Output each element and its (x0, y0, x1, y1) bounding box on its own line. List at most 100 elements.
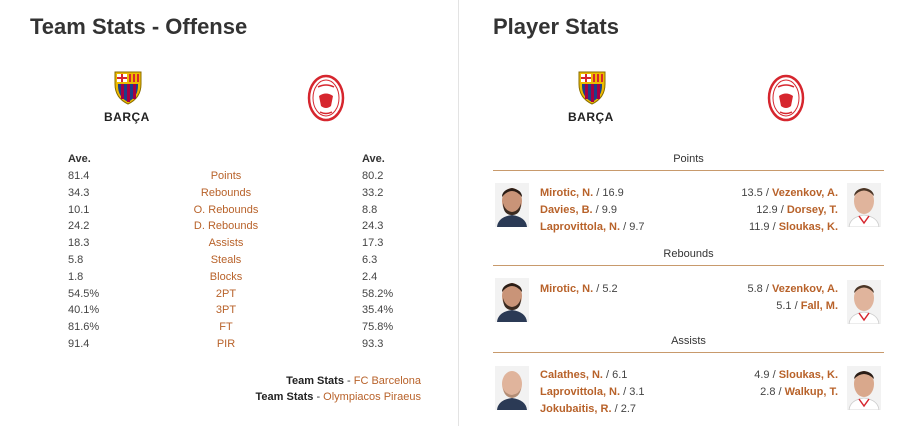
home-stat-value: 91.4 (68, 338, 90, 350)
away-stat-value: 24.3 (362, 220, 384, 232)
section-assists-header: Assists (671, 335, 706, 347)
player-value: / 9.7 (620, 221, 645, 233)
stat-label: Blocks (209, 271, 243, 283)
olympiacos-crest-icon (307, 74, 345, 122)
player-name: Dorsey, T. (786, 204, 838, 216)
points-away-player-2[interactable]: 12.9 / Dorsey, T. (756, 204, 838, 216)
player-photo-mirotic-icon (495, 183, 529, 227)
player-name: Vezenkov, A. (771, 283, 838, 295)
team-stats-link-home[interactable]: Team Stats - FC Barcelona (286, 375, 421, 387)
stat-label: Steals (210, 254, 242, 266)
points-away-player-3[interactable]: 11.9 / Sloukas, K. (749, 221, 838, 233)
player-value: / 2.7 (611, 403, 636, 415)
player-name: Mirotic, N. (540, 187, 594, 199)
assists-home-player-2[interactable]: Laprovittola, N. / 3.1 (540, 386, 645, 398)
stat-label: FT (219, 321, 233, 333)
home-stat-value: 18.3 (68, 237, 90, 249)
section-divider (493, 352, 884, 353)
player-value: 2.8 / (760, 386, 785, 398)
player-name: Walkup, T. (784, 386, 838, 398)
team-stats-title: Team Stats - Offense (30, 14, 248, 39)
away-stat-value: 17.3 (362, 237, 384, 249)
stat-label: Points (210, 170, 242, 182)
points-home-player-2[interactable]: Davies, B. / 9.9 (540, 204, 617, 216)
rebounds-away-player-2[interactable]: 5.1 / Fall, M. (776, 300, 838, 312)
player-name: Jokubaitis, R. (540, 403, 612, 415)
rebounds-home-player-1[interactable]: Mirotic, N. / 5.2 (540, 283, 618, 295)
points-home-player-1[interactable]: Mirotic, N. / 16.9 (540, 187, 624, 199)
fc-barcelona-crest-icon (578, 71, 606, 105)
player-value: 12.9 / (756, 204, 787, 216)
player-photo-calathes-icon (495, 366, 529, 410)
away-avg-header: Ave. (362, 153, 385, 165)
link-team-name: Olympiacos Piraeus (323, 391, 421, 403)
player-name: Davies, B. (540, 204, 593, 216)
player-name: Fall, M. (800, 300, 838, 312)
away-stat-value: 80.2 (362, 170, 384, 182)
home-stat-value: 54.5% (68, 288, 100, 300)
assists-home-player-3[interactable]: Jokubaitis, R. / 2.7 (540, 403, 636, 415)
points-home-player-3[interactable]: Laprovittola, N. / 9.7 (540, 221, 645, 233)
home-avg-header: Ave. (68, 153, 91, 165)
stat-label: 3PT (215, 304, 237, 316)
player-name: Laprovittola, N. (540, 386, 621, 398)
player-stats-panel: Player Stats BARÇA Points Mirotic, N. / … (459, 0, 900, 426)
section-points-header: Points (673, 153, 704, 165)
panel-divider (458, 0, 459, 426)
assists-away-player-2[interactable]: 2.8 / Walkup, T. (760, 386, 838, 398)
home-stat-value: 5.8 (68, 254, 84, 266)
player-value: / 5.2 (593, 283, 618, 295)
player-name: Sloukas, K. (778, 221, 838, 233)
player-photo-vezenkov-icon (847, 183, 881, 227)
assists-away-player-1[interactable]: 4.9 / Sloukas, K. (754, 369, 838, 381)
stat-label: Rebounds (200, 187, 252, 199)
home-stat-value: 1.8 (68, 271, 84, 283)
player-photo-vezenkov-icon (847, 280, 881, 324)
olympiacos-crest-icon (767, 74, 805, 122)
link-separator: - (343, 375, 354, 387)
fc-barcelona-crest-icon (114, 71, 142, 105)
stat-label: Assists (208, 237, 244, 249)
player-value: 11.9 / (748, 221, 779, 233)
player-photo-mirotic-icon (495, 278, 529, 322)
points-away-player-1[interactable]: 13.5 / Vezenkov, A. (741, 187, 838, 199)
player-name: Sloukas, K. (778, 369, 838, 381)
away-stat-value: 75.8% (362, 321, 394, 333)
home-stat-value: 24.2 (68, 220, 90, 232)
player-name: Laprovittola, N. (540, 221, 621, 233)
away-stat-value: 33.2 (362, 187, 384, 199)
player-name: Mirotic, N. (540, 283, 594, 295)
link-team-name: FC Barcelona (353, 375, 421, 387)
away-stat-value: 2.4 (362, 271, 378, 283)
section-divider (493, 170, 884, 171)
home-stat-value: 40.1% (68, 304, 100, 316)
link-prefix: Team Stats (255, 391, 314, 403)
away-stat-value: 93.3 (362, 338, 384, 350)
home-stat-value: 81.4 (68, 170, 90, 182)
team-stats-link-away[interactable]: Team Stats - Olympiacos Piraeus (256, 391, 421, 403)
home-team-name: BARÇA (568, 110, 614, 124)
stat-label: PIR (216, 338, 236, 350)
player-value: 5.1 / (776, 300, 801, 312)
section-rebounds-header: Rebounds (663, 248, 714, 260)
player-value: / 6.1 (602, 369, 628, 381)
player-name: Vezenkov, A. (771, 187, 838, 199)
player-value: / 16.9 (593, 187, 624, 199)
link-prefix: Team Stats (286, 375, 344, 387)
home-stat-value: 81.6% (68, 321, 100, 333)
stat-label: 2PT (215, 288, 237, 300)
home-stat-value: 10.1 (68, 204, 90, 216)
rebounds-away-player-1[interactable]: 5.8 / Vezenkov, A. (748, 283, 839, 295)
stat-label: D. Rebounds (193, 220, 259, 232)
player-value: 4.9 / (754, 369, 779, 381)
away-stat-value: 8.8 (362, 204, 378, 216)
home-team-name: BARÇA (104, 110, 150, 124)
stat-label: O. Rebounds (193, 204, 259, 216)
player-stats-title: Player Stats (493, 14, 619, 39)
away-stat-value: 58.2% (362, 288, 394, 300)
section-divider (493, 265, 884, 266)
away-stat-value: 35.4% (362, 304, 394, 316)
team-stats-panel: Team Stats - Offense BARÇA Ave. Ave. 81.… (30, 14, 421, 403)
assists-home-player-1[interactable]: Calathes, N. / 6.1 (540, 369, 627, 381)
player-value: 5.8 / (747, 283, 772, 295)
